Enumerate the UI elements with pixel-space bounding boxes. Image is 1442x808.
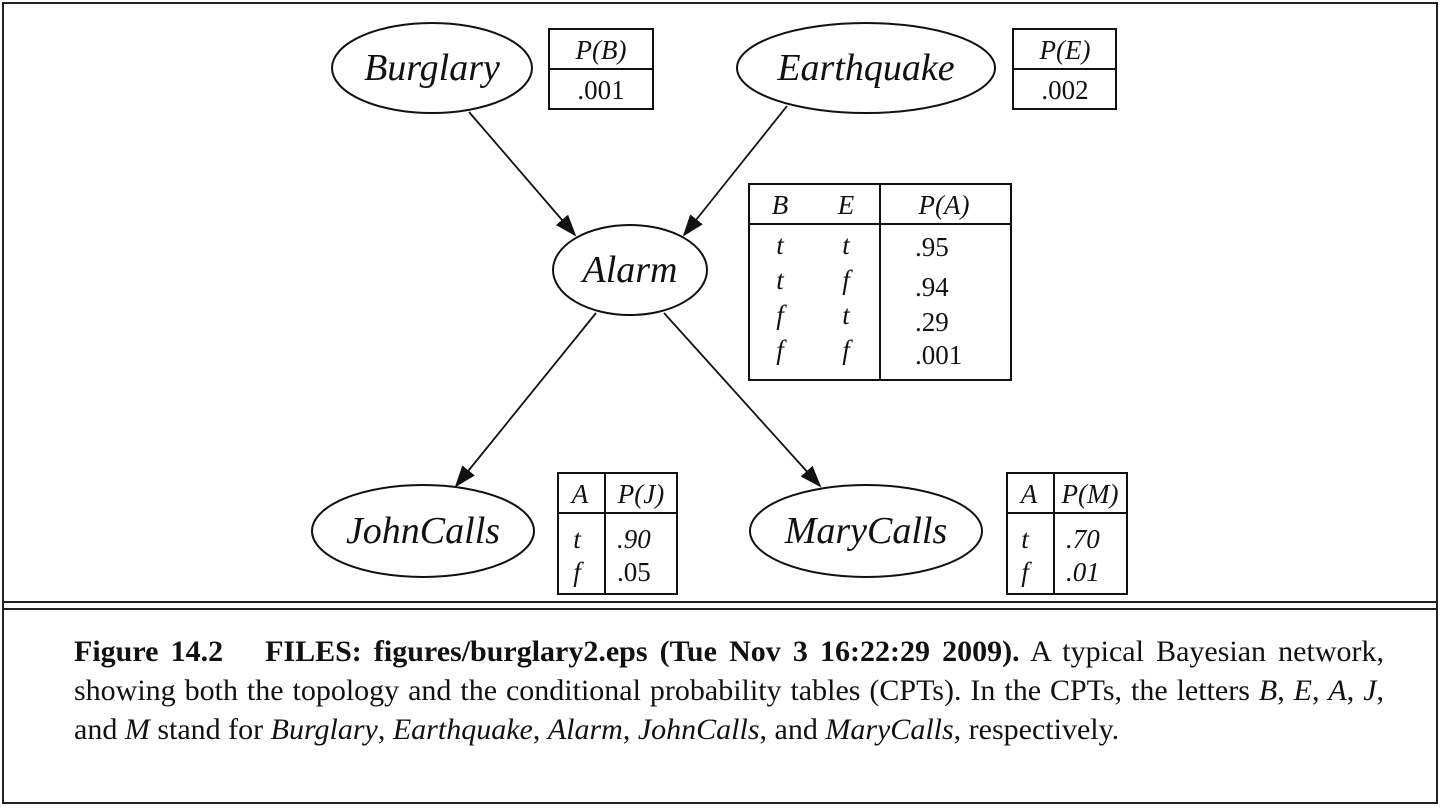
cpt-alarm-header-e: E — [837, 190, 855, 220]
cpt-alarm-cell: t — [842, 300, 851, 330]
cpt-alarm-cell: t — [776, 230, 785, 260]
node-earthquake-label: Earthquake — [776, 47, 954, 89]
cpt-johncalls-cell: t — [573, 524, 582, 554]
cpt-alarm-cell: .001 — [915, 340, 962, 370]
cpt-alarm-cell: f — [842, 335, 853, 365]
cpt-marycalls-header-a: A — [1019, 479, 1038, 509]
cpt-johncalls-cell: f — [573, 557, 584, 587]
node-johncalls: JohnCalls — [311, 484, 535, 578]
node-alarm: Alarm — [552, 224, 708, 316]
caption-separator: , — [1277, 674, 1294, 707]
caption-text-3: , respectively. — [953, 713, 1120, 746]
caption-separator: , — [377, 713, 393, 746]
caption-text-1: A typical Bayesian network, showing both… — [74, 635, 1384, 707]
caption-separator: , — [622, 713, 638, 746]
caption-separator-top — [2, 601, 1438, 603]
node-burglary: Burglary — [331, 22, 533, 114]
caption-separator: , — [1346, 674, 1364, 707]
caption-symbol-a: A — [1328, 674, 1347, 707]
caption-symbol-e: E — [1293, 674, 1312, 707]
caption-name-johncalls: JohnCalls — [637, 713, 760, 746]
cpt-burglary: P(B) .001 — [548, 28, 654, 110]
node-johncalls-label: JohnCalls — [346, 510, 500, 552]
node-marycalls: MaryCalls — [749, 484, 983, 578]
edge-burglary-alarm — [468, 111, 577, 237]
node-alarm-label: Alarm — [580, 249, 678, 291]
cpt-johncalls-header-pj: P(J) — [617, 479, 664, 509]
cpt-alarm-cell: .95 — [915, 232, 949, 262]
cpt-alarm-cell: f — [842, 265, 853, 295]
cpt-earthquake: P(E) .002 — [1012, 28, 1117, 110]
cpt-alarm-cell: f — [776, 335, 787, 365]
node-earthquake: Earthquake — [736, 22, 996, 114]
cpt-alarm-header-b: B — [772, 190, 789, 220]
cpt-burglary-value: .001 — [577, 75, 624, 105]
cpt-alarm-cell: t — [776, 265, 785, 295]
cpt-marycalls: A P(M) t .70 f .01 — [1006, 472, 1128, 595]
cpt-marycalls-header-pm: P(M) — [1061, 479, 1119, 509]
caption-separator: , — [1311, 674, 1329, 707]
cpt-alarm-cell: f — [776, 300, 787, 330]
figure-caption: Figure 14.2 FILES: figures/burglary2.eps … — [74, 632, 1384, 749]
cpt-johncalls: A P(J) t .90 f .05 — [557, 472, 678, 595]
edge-alarm-johncalls — [454, 312, 597, 488]
caption-files-note: FILES: figures/burglary2.eps (Tue Nov 3 … — [265, 635, 1020, 668]
caption-separator: , — [532, 713, 548, 746]
caption-figure-label: Figure 14.2 — [74, 635, 224, 668]
caption-name-alarm: Alarm — [547, 713, 623, 746]
cpt-alarm-cell: .94 — [915, 272, 949, 302]
caption-symbol-b: B — [1258, 674, 1278, 707]
cpt-alarm-cell: .29 — [915, 307, 949, 337]
cpt-marycalls-cell: t — [1021, 524, 1030, 554]
cpt-alarm-cell: t — [842, 230, 851, 260]
cpt-earthquake-value: .002 — [1041, 75, 1088, 105]
cpt-alarm: B E P(A) t t .95 t f .94 f t .29 f f .00… — [748, 183, 1012, 381]
caption-symbol-m: M — [124, 713, 150, 746]
node-marycalls-label: MaryCalls — [784, 510, 948, 552]
caption-name-earthquake: Earthquake — [392, 713, 533, 746]
edge-earthquake-alarm — [682, 105, 788, 237]
cpt-marycalls-cell: .70 — [1066, 524, 1100, 554]
cpt-johncalls-header-a: A — [570, 479, 589, 509]
caption-name-marycalls: MaryCalls — [825, 713, 954, 746]
cpt-marycalls-cell: f — [1021, 557, 1032, 587]
caption-separator-bottom — [2, 608, 1438, 610]
cpt-burglary-header: P(B) — [575, 35, 627, 65]
caption-text-2: stand for — [149, 713, 271, 746]
caption-name-burglary: Burglary — [270, 713, 378, 746]
caption-separator: , and — [759, 713, 826, 746]
cpt-earthquake-header: P(E) — [1039, 35, 1091, 65]
node-burglary-label: Burglary — [364, 47, 500, 89]
cpt-johncalls-cell: .05 — [617, 557, 651, 587]
edge-alarm-marycalls — [663, 312, 822, 488]
caption-separator: , and — [74, 674, 1385, 746]
cpt-marycalls-cell: .01 — [1066, 557, 1100, 587]
cpt-alarm-header-pa: P(A) — [918, 190, 970, 220]
caption-symbol-j: J — [1363, 674, 1377, 707]
cpt-johncalls-cell: .90 — [617, 524, 651, 554]
